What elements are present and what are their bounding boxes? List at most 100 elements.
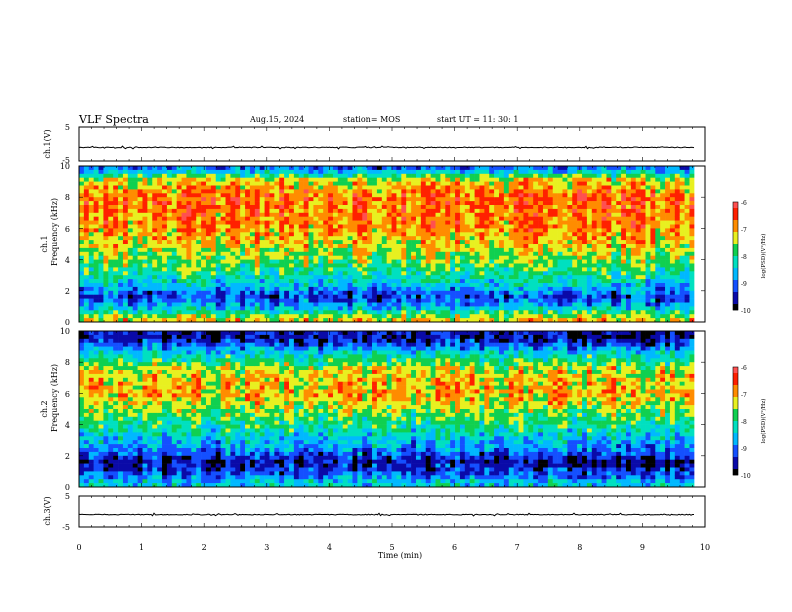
spectrogram-cell [362,310,368,315]
spectrogram-cell [293,181,300,186]
spectrogram-cell [171,263,177,268]
spectrogram-cell [396,310,402,315]
spectrogram-cell [606,205,612,210]
spectrogram-cell [499,193,505,198]
spectrogram-cell [372,294,378,299]
spectrogram-cell [450,302,456,307]
spectrogram-cell [391,208,397,214]
spectrogram-cell [171,298,177,303]
spectrogram-cell [669,286,676,292]
spectrogram-cell [328,169,334,175]
spectrogram-cell [362,318,368,323]
spectrogram-cell [513,244,519,249]
spectrogram-cell [479,286,485,292]
spectrogram-cell [264,302,270,307]
spectrogram-cell [645,189,651,194]
spectrogram-cell [254,181,260,186]
spectrogram-cell [303,310,309,315]
spectrogram-cell [450,205,456,210]
spectrogram-cell [455,169,461,175]
spectrogram-cell [166,166,173,171]
spectrogram-cell [230,224,236,229]
spectrogram-cell [582,283,588,288]
spectrogram-cell [391,193,397,198]
spectrogram-cell [269,181,275,186]
spectrogram-cell [235,251,241,256]
spectrogram-cell [415,302,422,307]
spectrogram-cell [103,166,109,171]
spectrogram-cell [538,197,544,202]
spectrogram-cell [528,197,534,202]
spectrogram-cell [533,298,539,303]
spectrogram-cell [196,185,202,190]
spectrogram-cell [352,267,358,272]
spectrogram-cell [98,255,104,260]
spectrogram-cell [230,173,236,178]
spectrogram-cell [152,314,158,319]
spectrogram-cell [137,166,143,171]
spectrogram-cell [152,224,158,229]
spectrogram-cell [489,197,495,202]
spectrogram-cell [406,189,412,194]
spectrogram-cell [332,193,339,198]
spectrogram-cell [630,201,637,206]
spectrogram-cell [225,189,231,194]
spectrogram-cell [83,271,90,276]
spectrogram-cell [660,306,666,311]
spectrogram-cell [274,216,280,221]
spectrogram-cell [264,181,270,186]
spectrogram-cell [494,181,500,186]
spectrogram-cell [396,279,402,284]
spectrogram-cell [176,263,182,268]
spectrogram-cell [303,193,309,198]
spectrogram-cell [98,286,104,292]
spectrogram-cell [201,310,207,315]
spectrogram-cell [508,181,514,186]
spectrogram-cell [205,173,212,178]
spectrogram-cell [298,193,304,198]
spectrogram-cell [586,173,593,178]
spectrogram-cell [494,228,500,233]
spectrogram-cell [391,216,397,221]
spectrogram-cell [254,279,260,284]
spectrogram-cell [401,255,407,260]
spectrogram-cell [230,318,236,323]
spectrogram-cell [352,294,358,299]
spectrogram-cell [621,275,627,280]
spectrogram-cell [103,294,109,299]
spectrogram-cell [606,302,612,307]
spectrogram-cell [489,283,495,288]
spectrogram-cell [347,169,353,175]
spectrogram-cell [254,247,260,253]
spectrogram-cell [503,290,510,295]
spectrogram-cell [166,247,173,253]
spectrogram-cell [147,236,153,241]
spectrogram-cell [630,197,637,202]
spectrogram-cell [122,177,129,182]
spectrogram-cell [577,294,583,299]
spectrogram-cell [108,314,114,319]
spectrogram-cell [225,236,231,241]
spectrogram-cell [108,220,114,225]
spectrogram-cell [616,177,622,182]
spectrogram-cell [357,286,363,292]
spectrogram-cell [630,251,637,256]
spectrogram-cell [381,259,387,264]
spectrogram-cell [464,193,470,198]
spectrogram-cell [342,224,348,229]
spectrogram-cell [113,255,119,260]
spectrogram-cell [660,201,666,206]
spectrogram-cell [254,310,260,315]
spectrogram-cell [303,166,309,171]
spectrogram-cell [386,197,392,202]
spectrogram-cell [332,244,339,249]
spectrogram-cell [176,286,182,292]
spectrogram-cell [406,208,412,214]
spectrogram-cell [318,177,324,182]
spectrogram-cell [79,220,85,225]
spectrogram-cell [93,236,99,241]
spectrogram-cell [289,193,295,198]
spectrogram-cell [655,271,661,276]
spectrogram-cell [674,173,680,178]
spectrogram-cell [459,177,466,182]
